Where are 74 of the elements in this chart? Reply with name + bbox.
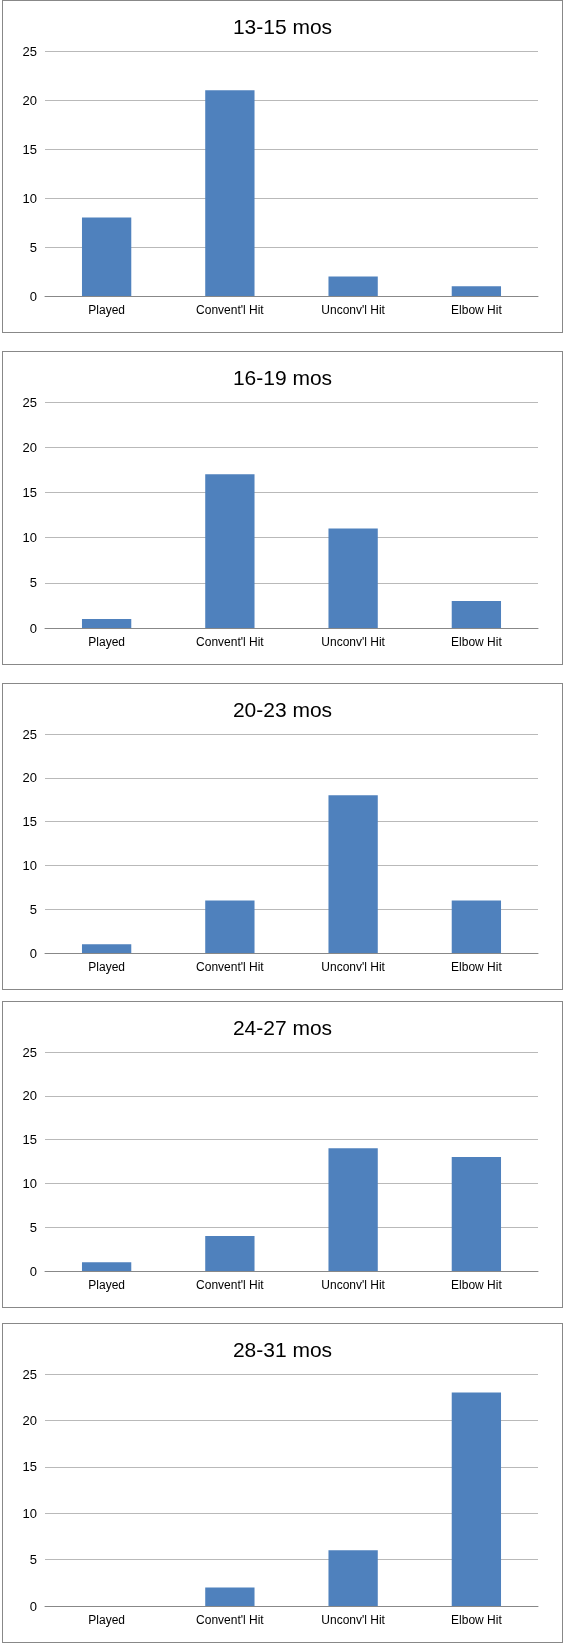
y-tick-label: 25 [22,1044,37,1060]
y-tick-label: 0 [29,1263,37,1279]
y-tick-label: 0 [29,945,37,961]
bar [328,276,378,296]
x-tick-label: Convent'l Hit [196,1613,265,1627]
bar [81,944,132,953]
y-tick-label: 5 [29,1552,37,1568]
bar [205,1587,255,1606]
bar [81,217,132,296]
bar [328,1550,378,1606]
x-tick-label: Unconv'l Hit [321,303,386,317]
bar [81,1262,132,1271]
x-tick-label: Elbow Hit [451,303,503,317]
bar [451,600,502,628]
x-tick-label: Played [88,960,125,974]
x-tick-label: Unconv'l Hit [321,1278,386,1292]
x-tick-label: Unconv'l Hit [321,960,386,974]
y-tick-label: 10 [22,1505,37,1521]
y-tick-label: 15 [22,484,37,500]
y-tick-label: 20 [22,770,37,786]
x-tick-label: Convent'l Hit [196,1278,265,1292]
bar [328,795,378,953]
x-tick-label: Played [88,1613,125,1627]
bar [451,900,502,953]
bar [451,286,502,296]
bar [205,90,255,296]
y-tick-label: 5 [29,239,37,255]
y-tick-label: 15 [22,1132,37,1148]
chart-title: 16-19 mos [232,366,333,389]
bar [451,1392,502,1606]
x-tick-label: Elbow Hit [451,1613,503,1627]
y-tick-label: 25 [22,43,37,59]
x-tick-label: Convent'l Hit [196,635,265,649]
x-tick-label: Elbow Hit [451,635,503,649]
y-tick-label: 20 [22,439,37,455]
x-tick-label: Played [88,635,125,649]
y-tick-label: 5 [29,901,37,917]
y-tick-label: 5 [29,575,37,591]
x-tick-label: Elbow Hit [451,1278,503,1292]
bar [328,1148,378,1271]
x-tick-label: Convent'l Hit [196,960,265,974]
x-tick-label: Unconv'l Hit [321,1613,386,1627]
bar [205,900,255,953]
y-tick-label: 0 [29,1598,37,1614]
bar [451,1157,502,1271]
x-tick-label: Unconv'l Hit [321,635,386,649]
y-tick-label: 10 [22,530,37,546]
y-tick-label: 25 [22,726,37,742]
chart-title: 20-23 mos [232,698,333,721]
y-tick-label: 20 [22,92,37,108]
y-tick-label: 10 [22,190,37,206]
bar [205,1235,255,1271]
y-tick-label: 0 [29,620,37,636]
x-tick-label: Played [88,303,125,317]
bar [205,474,255,628]
chart-title: 28-31 mos [232,1338,333,1361]
chart-title: 13-15 mos [232,15,333,38]
y-tick-label: 10 [22,1175,37,1191]
y-tick-label: 20 [22,1088,37,1104]
y-tick-label: 15 [22,141,37,157]
y-tick-label: 15 [22,814,37,830]
chart-title: 24-27 mos [232,1016,333,1039]
x-tick-label: Elbow Hit [451,960,503,974]
y-tick-label: 20 [22,1412,37,1428]
y-tick-label: 25 [22,394,37,410]
bar [81,618,132,628]
y-tick-label: 10 [22,857,37,873]
y-tick-label: 25 [22,1366,37,1382]
y-tick-label: 5 [29,1219,37,1235]
y-tick-label: 15 [22,1459,37,1475]
x-tick-label: Convent'l Hit [196,303,265,317]
y-tick-label: 0 [29,288,37,304]
bar [328,528,378,628]
x-tick-label: Played [88,1278,125,1292]
